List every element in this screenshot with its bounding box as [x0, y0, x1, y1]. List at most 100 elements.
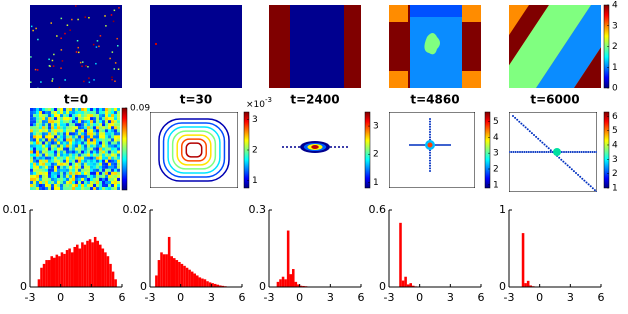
dot [569, 151, 572, 153]
cell [93, 123, 97, 127]
cell [30, 123, 34, 127]
cell [78, 144, 82, 148]
cell [105, 147, 109, 151]
cell [33, 141, 37, 145]
cell [72, 123, 76, 127]
x-tick-label: 0 [177, 291, 184, 304]
cell [54, 171, 58, 175]
cell [75, 168, 79, 172]
cell [63, 184, 67, 188]
dot [541, 151, 543, 153]
cell [105, 141, 109, 145]
cell [57, 135, 61, 139]
colorbar [121, 107, 128, 191]
speck [32, 29, 34, 32]
colorbar-tick-label: 4 [493, 133, 499, 143]
cell [81, 156, 85, 160]
dot [525, 151, 528, 153]
bar [206, 281, 209, 287]
cell [117, 184, 120, 188]
cell [48, 111, 52, 115]
cell [66, 162, 70, 166]
cell [96, 180, 100, 185]
cell [39, 184, 43, 188]
cell [111, 120, 115, 124]
speck [112, 20, 115, 23]
bar [292, 269, 295, 287]
dot [581, 177, 584, 180]
speck [104, 15, 106, 17]
cell [93, 138, 97, 142]
cell [99, 123, 103, 127]
band [462, 5, 481, 88]
y-tick-label: 0 [140, 280, 147, 293]
cell [69, 153, 73, 157]
cell [108, 177, 112, 182]
dot [514, 116, 517, 119]
dot [563, 151, 565, 153]
cell [102, 111, 106, 115]
cell [48, 168, 52, 172]
cell [108, 135, 112, 139]
cell [117, 168, 120, 172]
dot [338, 146, 340, 148]
cell [51, 129, 55, 133]
cell [75, 114, 79, 118]
bar [221, 285, 225, 287]
cell [114, 141, 118, 145]
cell [51, 120, 55, 124]
cell [102, 187, 106, 190]
dot [514, 151, 517, 153]
colorbar-tick-label: 2 [373, 150, 379, 160]
speck [77, 18, 79, 21]
cell [60, 111, 64, 115]
corner [462, 5, 481, 22]
cell [78, 147, 82, 151]
cell [69, 144, 73, 148]
cell [105, 171, 109, 175]
cell [30, 141, 34, 145]
cell [36, 120, 40, 124]
cell [54, 138, 58, 142]
cell [36, 174, 40, 178]
cell [72, 114, 76, 118]
cell [105, 120, 109, 124]
cell [84, 108, 88, 112]
cell [102, 141, 106, 145]
cell [81, 168, 85, 172]
cell [48, 153, 52, 157]
cell [102, 120, 106, 124]
x-tick-label: 3 [327, 291, 334, 304]
cell [102, 114, 106, 118]
cell [63, 187, 67, 190]
cell [81, 177, 85, 182]
cell [42, 138, 46, 142]
cell [99, 171, 103, 175]
cell [72, 156, 76, 160]
cell [48, 141, 52, 145]
bar [299, 285, 303, 287]
cell [114, 177, 118, 182]
speck [64, 32, 66, 35]
cell [42, 187, 46, 190]
contour [185, 142, 203, 158]
cell [45, 184, 49, 188]
cell [66, 120, 70, 124]
panel-title: t=0 [64, 93, 88, 107]
speck [83, 80, 85, 83]
cell [33, 153, 37, 157]
cell [72, 132, 76, 136]
speck [95, 62, 97, 65]
cell [39, 126, 43, 130]
cell [105, 117, 109, 121]
dot [558, 156, 561, 159]
dot [574, 151, 576, 153]
bar [167, 236, 171, 287]
cell [84, 114, 88, 118]
cell [48, 126, 52, 130]
cell [72, 177, 76, 182]
cell [105, 159, 109, 163]
cell [102, 138, 106, 142]
cell [96, 168, 100, 172]
cell [111, 144, 115, 148]
